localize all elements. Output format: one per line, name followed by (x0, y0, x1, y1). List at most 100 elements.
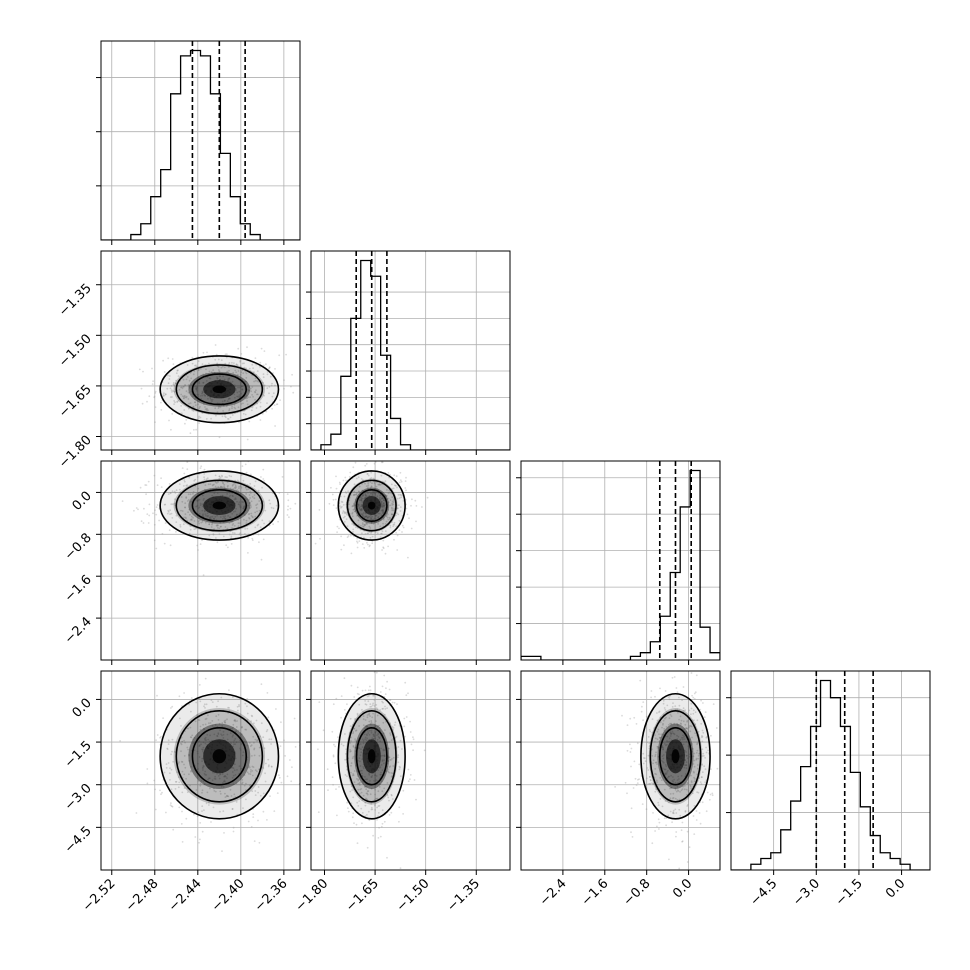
scatter-point (244, 528, 247, 530)
scatter-point (383, 505, 386, 507)
scatter-point (685, 767, 688, 770)
scatter-point (380, 532, 382, 535)
scatter-point (201, 830, 204, 833)
scatter-point (396, 512, 398, 514)
scatter-point (398, 768, 401, 771)
scatter-point (211, 515, 214, 518)
scatter-point (383, 749, 386, 751)
scatter-point (189, 432, 192, 435)
scatter-point (171, 396, 173, 398)
scatter-point (370, 532, 372, 534)
scatter-point (176, 771, 179, 773)
scatter-point (374, 731, 377, 734)
scatter-point (253, 497, 256, 500)
scatter-point (211, 720, 214, 722)
scatter-point (372, 491, 375, 494)
panel-frame (730, 670, 931, 871)
scatter-point (281, 476, 284, 478)
scatter-point (665, 716, 667, 719)
scatter-point (211, 400, 213, 402)
scatter-point (382, 748, 385, 751)
scatter-point (642, 701, 645, 703)
scatter-point (390, 506, 393, 509)
scatter-point (398, 806, 401, 809)
scatter-point (356, 527, 359, 529)
scatter-point (369, 689, 372, 692)
scatter-point (154, 509, 156, 512)
scatter-point (192, 410, 195, 412)
scatter-point (180, 405, 183, 407)
scatter-point (224, 774, 227, 777)
scatter-point (666, 777, 669, 779)
scatter-point (365, 515, 367, 518)
scatter-point (377, 669, 379, 671)
scatter-point (218, 722, 221, 725)
scatter-point (676, 779, 679, 781)
scatter-point (674, 787, 677, 790)
scatter-point (693, 833, 696, 835)
scatter-point (360, 478, 363, 480)
scatter-point (148, 503, 151, 506)
scatter-point (253, 748, 256, 751)
scatter-point (258, 500, 261, 502)
scatter-point (246, 403, 249, 406)
scatter-point (705, 751, 708, 754)
scatter-point (146, 782, 149, 785)
scatter-point (244, 413, 247, 416)
scatter-point (355, 494, 358, 496)
scatter-point (361, 775, 364, 778)
scatter-point (362, 782, 365, 784)
scatter-point (188, 532, 191, 535)
scatter-point (379, 835, 382, 838)
scatter-point (266, 387, 269, 390)
scatter-point (374, 725, 377, 728)
scatter-point (690, 702, 693, 705)
scatter-point (133, 509, 135, 512)
scatter-point (394, 484, 396, 487)
scatter-point (209, 787, 211, 790)
scatter-point (273, 404, 276, 406)
scatter-point (209, 396, 212, 399)
scatter-point (661, 760, 664, 763)
scatter-point (205, 802, 208, 805)
scatter-point (199, 784, 202, 787)
scatter-point (681, 738, 684, 741)
scatter-point (654, 768, 657, 770)
scatter-point (706, 735, 708, 738)
scatter-point (364, 727, 366, 729)
scatter-point (244, 533, 246, 535)
scatter-point (359, 743, 362, 745)
scatter-point (689, 784, 692, 787)
scatter-point (379, 766, 382, 769)
scatter-point (182, 385, 185, 388)
scatter-point (245, 394, 248, 397)
scatter-point (223, 378, 226, 381)
scatter-point (211, 724, 214, 727)
scatter-point (170, 512, 173, 515)
scatter-point (206, 515, 209, 518)
scatter-point (672, 732, 674, 735)
scatter-point (357, 476, 360, 479)
scatter-point (250, 744, 253, 746)
scatter-point (241, 388, 244, 391)
scatter-point (696, 749, 699, 752)
scatter-point (196, 504, 199, 507)
scatter-point (645, 777, 648, 780)
scatter-point (358, 693, 360, 696)
scatter-point (369, 723, 372, 725)
scatter-point (669, 787, 671, 790)
scatter-point (243, 505, 246, 508)
scatter-point (381, 505, 384, 507)
scatter-point (247, 772, 250, 775)
scatter-point (288, 516, 290, 519)
scatter-point (221, 475, 224, 478)
scatter-point (654, 772, 657, 775)
scatter-point (680, 723, 682, 725)
scatter-point (679, 738, 682, 741)
density-fill (212, 385, 227, 394)
scatter-point (662, 722, 664, 725)
scatter-point (175, 489, 178, 492)
scatter-point (376, 532, 379, 534)
scatter-point (242, 751, 245, 753)
scatter-point (376, 488, 378, 491)
